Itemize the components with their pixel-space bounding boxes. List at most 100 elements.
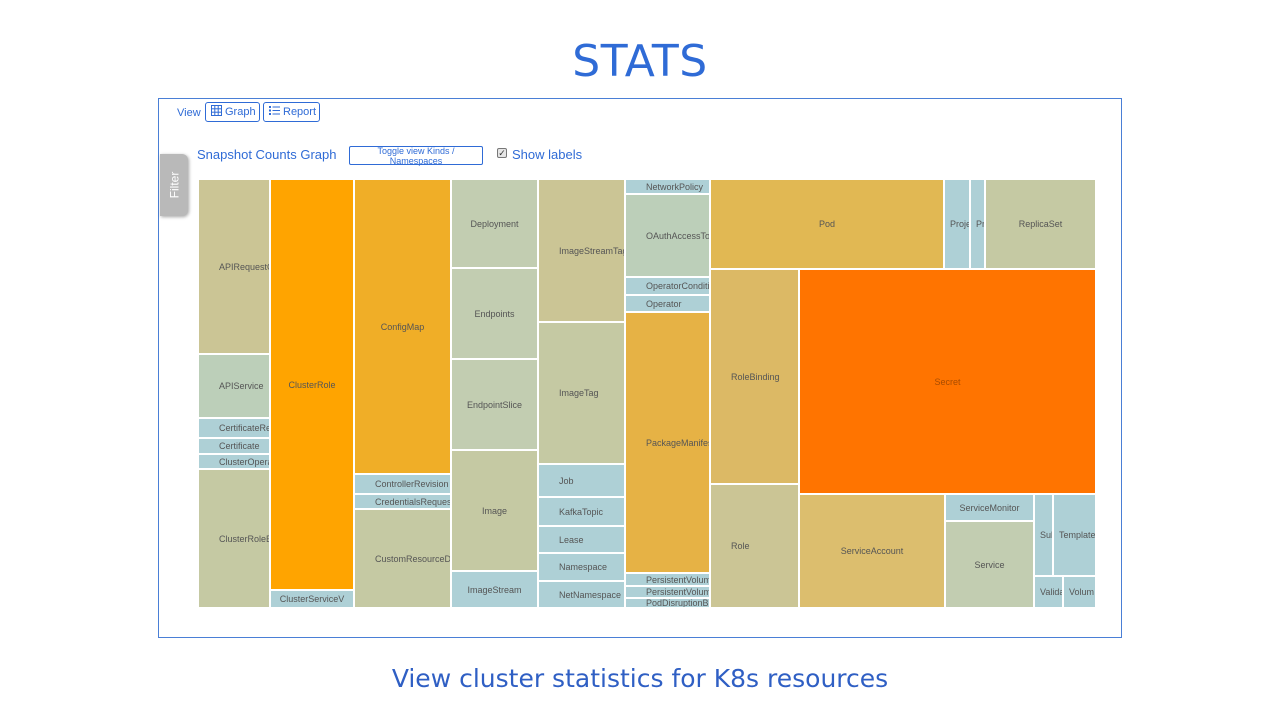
treemap-cell-label: RoleBinding [731,371,780,382]
treemap-cell-label: APIRequestCo [219,261,269,272]
treemap-cell[interactable]: NetNamespace [538,581,625,608]
treemap-cell-label: Certificate [219,441,260,451]
treemap-cell-label: ConfigMap [380,321,425,332]
treemap-cell[interactable]: ServiceAccount [799,494,945,608]
snapshot-treemap: APIRequestCo APIService CertificateRe Certi… [198,179,1096,608]
treemap-cell[interactable]: NetworkPolicy [625,179,710,194]
treemap-cell-label: Namespace [559,562,608,572]
treemap-cell-label: Valida [1040,587,1063,597]
treemap-cell[interactable]: ImageStreamTag [538,179,625,322]
treemap-cell[interactable]: Pro [970,179,985,269]
graph-view-button-label: Graph [225,106,256,118]
treemap-cell-label: Role [731,541,750,551]
treemap-cell-label: NetNamespace [559,589,622,600]
treemap-cell[interactable]: Lease [538,526,625,553]
treemap-cell[interactable]: CustomResourceD [354,509,451,608]
treemap-cell[interactable]: ClusterRoleBin [198,469,270,608]
treemap-cell-label: OperatorConditi [646,281,710,291]
filter-tab[interactable]: Filter [160,154,188,216]
treemap-cell[interactable]: Job [538,464,625,497]
treemap-cell[interactable]: Pod [710,179,944,269]
treemap-cell-label: Template [1059,530,1096,540]
treemap-cell-label: ClusterOperat [219,456,270,467]
grid-icon [211,105,222,119]
treemap-cell[interactable]: PackageManifes [625,312,710,573]
treemap-cell[interactable]: ControllerRevision [354,474,451,494]
treemap-cell-label: ReplicaSet [1018,219,1063,229]
treemap-cell[interactable]: PersistentVolum [625,586,710,598]
treemap-cell[interactable]: EndpointSlice [451,359,538,450]
treemap-cell[interactable]: APIRequestCo [198,179,270,354]
report-view-button[interactable]: Report [263,102,320,122]
treemap-cell-label: ImageStreamTag [559,245,625,256]
treemap-cell[interactable]: ImageStream [451,571,538,608]
treemap-cell[interactable]: ReplicaSet [985,179,1096,269]
treemap-cell[interactable]: RoleBinding [710,269,799,484]
treemap-cell[interactable]: Operator [625,295,710,312]
treemap-cell[interactable]: Deployment [451,179,538,268]
treemap-cell-label: APIService [219,381,264,391]
treemap-cell-label: Endpoints [474,308,515,319]
treemap-cell-label: Volum [1069,587,1095,597]
treemap-cell-label: Operator [646,298,682,309]
treemap-cell-label: OAuthAccessTok [646,230,710,241]
treemap-cell[interactable]: ConfigMap [354,179,451,474]
list-icon [269,105,280,119]
toggle-kinds-namespaces-button[interactable]: Toggle view Kinds / Namespaces [349,146,483,166]
slide-title: STATS [572,36,708,87]
treemap-cell[interactable]: Namespace [538,553,625,581]
treemap-cell[interactable]: Valida [1034,576,1063,608]
treemap-cell-label: NetworkPolicy [646,181,704,192]
treemap-cell-label: Secret [934,376,961,387]
report-view-button-label: Report [283,106,317,118]
treemap-cell-label: Pod [818,219,835,229]
treemap-cell[interactable]: Secret [799,269,1096,494]
slide-subtitle: View cluster statistics for K8s resource… [391,664,889,693]
treemap-cell[interactable]: ClusterServiceV [270,590,354,608]
treemap-cell[interactable]: Endpoints [451,268,538,359]
treemap-cell-label: Image [481,505,507,516]
treemap-cell[interactable]: PodDisruptionBu [625,598,710,608]
treemap-cell[interactable]: KafkaTopic [538,497,625,526]
treemap-cell[interactable]: APIService [198,354,270,418]
treemap-cell-label: ImageStream [467,584,522,595]
treemap-cell-label: CertificateRe [219,423,270,433]
treemap-cell-label: CustomResourceD [375,553,451,564]
treemap-cell-label: Deployment [470,218,519,229]
treemap-cell[interactable]: Template [1053,494,1096,576]
treemap-cell-label: ServiceAccount [840,546,904,556]
treemap-cell[interactable]: Role [710,484,799,608]
treemap-cell-label: PodDisruptionBu [646,598,710,608]
treemap-cell-label: ServiceMonitor [959,502,1020,513]
treemap-cell-label: Job [559,475,574,486]
treemap-cell-label: Sub [1040,530,1052,540]
treemap-cell-label: ClusterServiceV [279,594,345,604]
treemap-cell-label: ClusterRole [288,379,336,390]
treemap-cell[interactable]: Service [945,521,1034,608]
treemap-cell-label: Service [974,559,1005,570]
treemap-cell[interactable]: Volum [1063,576,1096,608]
treemap-cell[interactable]: Sub [1034,494,1053,576]
graph-view-button[interactable]: Graph [205,102,260,122]
treemap-cell-label: PersistentVolum [646,574,710,585]
filter-tab-label: Filter [166,171,181,199]
treemap-cell[interactable]: ClusterRole [270,179,354,590]
treemap-cell[interactable]: Certificate [198,438,270,454]
treemap-cell[interactable]: ImageTag [538,322,625,464]
treemap-cell-label: CredentialsReques [375,496,451,507]
treemap-cell-label: PersistentVolum [646,587,710,597]
treemap-cell-label: ControllerRevision [375,479,449,489]
treemap-cell[interactable]: Proje [944,179,970,269]
show-labels-label: Show labels [512,147,583,162]
treemap-cell[interactable]: ServiceMonitor [945,494,1034,521]
treemap-cell[interactable]: CertificateRe [198,418,270,438]
treemap-cell-label: ImageTag [559,388,599,398]
treemap-cell[interactable]: OAuthAccessTok [625,194,710,277]
treemap-cell[interactable]: Image [451,450,538,571]
treemap-cell[interactable]: ClusterOperat [198,454,270,469]
treemap-cell[interactable]: CredentialsReques [354,494,451,509]
treemap-cell[interactable]: OperatorConditi [625,277,710,295]
show-labels-checkbox[interactable]: ✓ [497,147,507,158]
graph-title: Snapshot Counts Graph [197,147,337,162]
treemap-cell[interactable]: PersistentVolum [625,573,710,586]
